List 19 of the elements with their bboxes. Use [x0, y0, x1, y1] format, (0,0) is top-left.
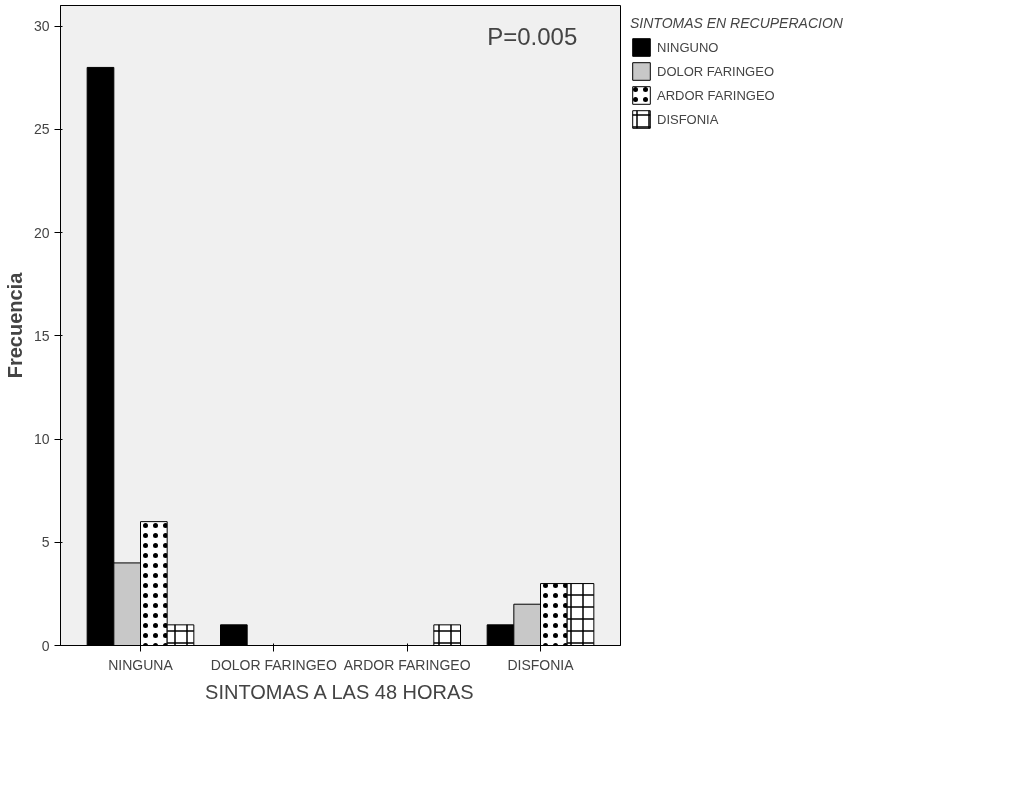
y-tick-label: 20	[33, 224, 50, 241]
y-axis-title: Frecuencia	[3, 271, 26, 379]
annotation: P=0.005	[487, 23, 578, 51]
legend-label: DOLOR FARINGEO	[657, 63, 775, 79]
x-tick-label: DOLOR FARINGEO	[210, 656, 337, 673]
legend-title: SINTOMAS EN RECUPERACION	[630, 15, 843, 31]
x-tick-label: NINGUNA	[108, 656, 174, 673]
legend-label: DISFONIA	[657, 111, 719, 127]
legend-label: ARDOR FARINGEO	[657, 87, 775, 103]
y-tick-label: 15	[33, 327, 50, 344]
y-tick-label: 30	[33, 18, 50, 35]
y-tick-label: 5	[41, 534, 50, 551]
x-tick-label: ARDOR FARINGEO	[343, 656, 471, 673]
y-tick-label: 10	[33, 431, 50, 448]
legend-label: NINGUNO	[657, 39, 719, 55]
y-tick-label: 0	[41, 637, 50, 654]
x-tick-label: DISFONIA	[507, 656, 575, 673]
x-axis-title: SINTOMAS A LAS 48 HORAS	[205, 680, 474, 703]
y-tick-label: 25	[33, 121, 50, 138]
